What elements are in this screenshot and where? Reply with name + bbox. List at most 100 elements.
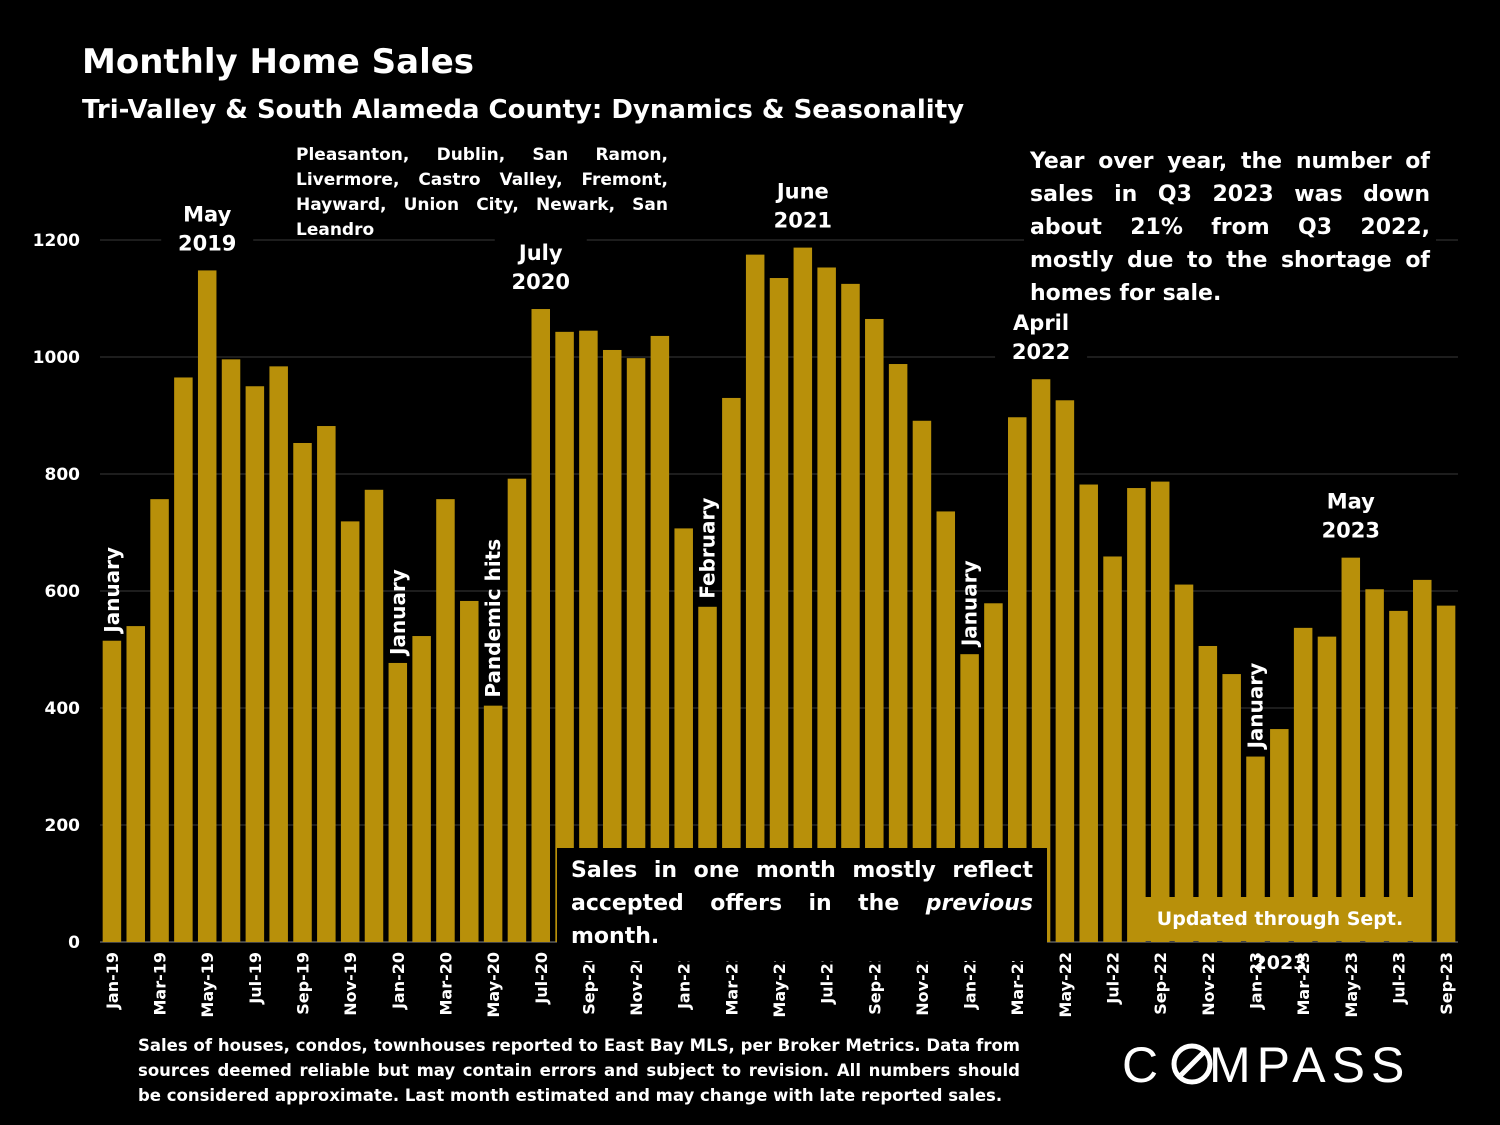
bar xyxy=(1055,400,1075,942)
chart-title: Monthly Home Sales xyxy=(82,42,475,82)
x-tick-label: Jul-22 xyxy=(1104,952,1123,1005)
x-axis-ticks: Jan-19 Mar-19 May-19 Jul-19 Sep-19 Nov-19 Jan-… xyxy=(103,952,1456,1018)
bar xyxy=(555,331,574,943)
annotation-label: January xyxy=(958,560,982,648)
offers-note-italic: previous xyxy=(925,891,1033,916)
x-tick-label: May-20 xyxy=(484,952,503,1018)
logo-o-slash xyxy=(1179,1051,1205,1077)
bar xyxy=(388,662,408,942)
bar xyxy=(197,270,217,942)
x-tick-label: Jul-23 xyxy=(1389,952,1408,1005)
bar xyxy=(841,283,860,942)
bar xyxy=(1317,636,1337,942)
annotation-label: 2023 xyxy=(1322,519,1380,543)
x-tick-label: Jan-23 xyxy=(1246,952,1265,1010)
annotation-backdrop xyxy=(756,173,849,236)
bar xyxy=(1270,729,1289,942)
y-tick-label: 1000 xyxy=(33,348,80,368)
bar xyxy=(1389,610,1408,942)
annotation-label: January xyxy=(100,547,124,635)
bar xyxy=(1198,645,1218,942)
x-tick-label: Nov-19 xyxy=(341,952,360,1016)
bar xyxy=(1365,589,1384,942)
x-tick-label: Jan-19 xyxy=(103,952,122,1010)
bar xyxy=(626,358,646,942)
x-tick-label: Jan-20 xyxy=(389,952,408,1010)
annotation-label: Pandemic hits xyxy=(481,539,505,698)
annotation-label: June xyxy=(775,180,829,204)
annotation-label: January xyxy=(386,569,410,657)
bar xyxy=(1436,605,1456,942)
x-tick-label: May-22 xyxy=(1056,952,1075,1018)
bar xyxy=(126,626,145,942)
bar xyxy=(579,330,598,942)
y-tick-label: 400 xyxy=(45,699,81,719)
bar xyxy=(1222,674,1241,942)
bar xyxy=(674,528,693,942)
annotation-label: May xyxy=(183,202,231,226)
bar xyxy=(340,521,360,942)
offers-note: Sales in one month mostly reflect accept… xyxy=(557,848,1047,961)
bar xyxy=(888,364,908,942)
bar xyxy=(436,499,455,942)
bar xyxy=(1007,417,1027,942)
bar xyxy=(507,478,527,942)
bar xyxy=(531,309,551,942)
x-tick-label: Mar-23 xyxy=(1294,952,1313,1016)
x-tick-label: Nov-20 xyxy=(627,952,646,1016)
y-tick-label: 0 xyxy=(68,933,80,953)
offers-note-part1: Sales in one month mostly reflect accept… xyxy=(571,858,1033,916)
bar xyxy=(1413,579,1432,942)
footer-note: Sales of houses, condos, townhouses repo… xyxy=(138,1036,1020,1105)
x-tick-label: May-19 xyxy=(198,952,217,1018)
bar xyxy=(483,705,503,942)
x-tick-label: Jul-20 xyxy=(532,952,551,1005)
bar xyxy=(722,397,741,942)
annotations: January May 2019 January Pandemic hits July 20… xyxy=(100,173,1397,751)
yoy-note: Year over year, the number of sales in Q… xyxy=(1024,143,1436,312)
x-tick-label: Sep-21 xyxy=(865,952,884,1015)
bar xyxy=(412,636,431,942)
offers-note-part2: month. xyxy=(571,924,660,949)
x-tick-label: Nov-22 xyxy=(1199,952,1218,1016)
x-tick-label: May-21 xyxy=(770,952,789,1018)
annotation-backdrop xyxy=(1304,483,1397,546)
x-tick-label: Sep-19 xyxy=(294,952,313,1015)
bar xyxy=(1103,556,1122,942)
x-tick-label: Mar-19 xyxy=(151,952,170,1016)
bar xyxy=(102,640,122,942)
bar xyxy=(1174,584,1194,942)
x-tick-label: Mar-21 xyxy=(722,952,741,1016)
bar xyxy=(1246,756,1265,942)
chart-subtitle: Tri-Valley & South Alameda County: Dynam… xyxy=(82,95,965,125)
x-tick-label: Jan-22 xyxy=(961,952,980,1010)
bar xyxy=(769,278,789,942)
x-tick-label: Sep-20 xyxy=(579,952,598,1015)
annotation-label: July xyxy=(517,241,563,265)
bar xyxy=(245,386,265,942)
updated-badge: Updated through Sept. 2023 xyxy=(1132,897,1428,974)
annotation-backdrop xyxy=(161,196,254,259)
bar xyxy=(1079,484,1098,942)
annotation-label: 2020 xyxy=(512,270,570,294)
y-tick-label: 200 xyxy=(45,816,81,836)
bar xyxy=(912,420,932,942)
bar xyxy=(221,359,241,943)
x-tick-label: Jan-21 xyxy=(675,952,694,1010)
annotation-label: May xyxy=(1327,490,1375,514)
annotation-label: February xyxy=(696,498,720,599)
bar xyxy=(865,318,884,943)
bar xyxy=(793,247,813,943)
bar xyxy=(269,366,288,942)
bar xyxy=(1127,488,1146,942)
x-tick-label: Mar-22 xyxy=(1008,952,1027,1016)
bar xyxy=(1150,481,1170,942)
y-axis-ticks: 0 200 400 600 800 1000 1200 xyxy=(33,231,80,953)
cities-list: Pleasanton, Dublin, San Ramon, Livermore… xyxy=(296,143,668,243)
annotation-label: 2022 xyxy=(1012,340,1070,364)
x-tick-label: Sep-23 xyxy=(1437,952,1456,1015)
bar xyxy=(460,600,479,942)
annotation-label: 2021 xyxy=(774,209,832,233)
y-tick-label: 1200 xyxy=(33,231,80,251)
x-tick-label: Jul-19 xyxy=(246,952,265,1005)
